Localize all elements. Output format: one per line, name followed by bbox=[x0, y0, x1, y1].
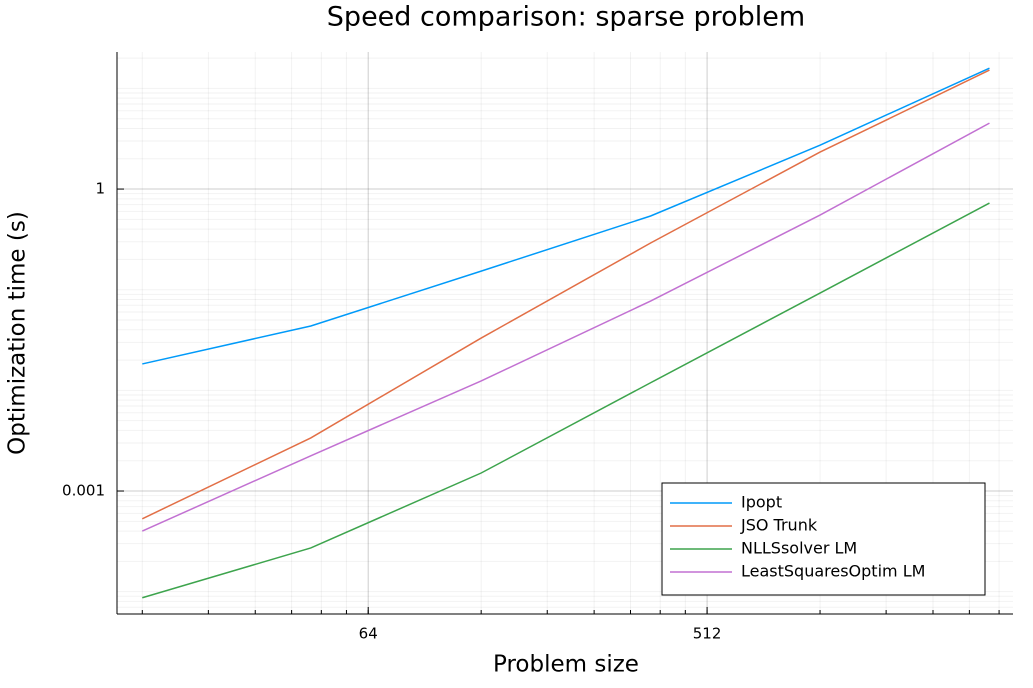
line bbox=[142, 202, 990, 599]
y-tick-label: 0.001 bbox=[62, 482, 105, 500]
line bbox=[141, 69, 990, 520]
legend: Ipopt JSO Trunk NLLSsolver LM LeastSquaresO… bbox=[661, 482, 986, 596]
legend-label: JSO Trunk bbox=[740, 516, 818, 535]
legend-box bbox=[661, 482, 986, 596]
line bbox=[142, 67, 990, 365]
x-tick-label: 64 bbox=[359, 625, 378, 643]
line bbox=[141, 122, 990, 532]
legend-label: NLLSsolver LM bbox=[741, 539, 857, 558]
legend-label: Ipopt bbox=[741, 493, 782, 512]
x-tick-label: 512 bbox=[693, 625, 722, 643]
x-axis-label: Problem size bbox=[493, 652, 639, 678]
chart-title: Speed comparison: sparse problem bbox=[327, 2, 805, 33]
y-axis-label: Optimization time (s) bbox=[5, 211, 31, 455]
y-tick-label: 1 bbox=[95, 180, 105, 198]
legend-label: LeastSquaresOptim LM bbox=[741, 562, 925, 581]
